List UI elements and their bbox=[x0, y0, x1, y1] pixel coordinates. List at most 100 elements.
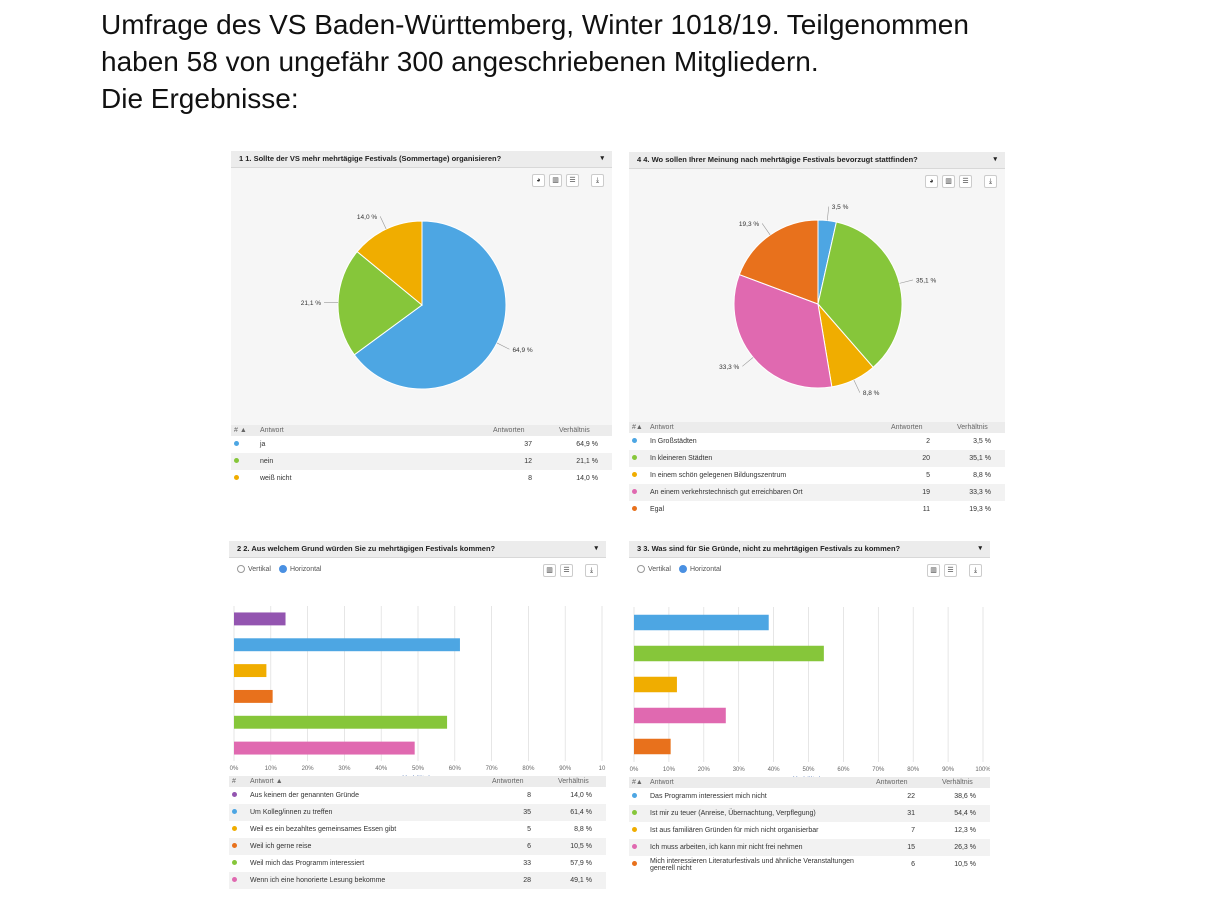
chart-toolbar: ◕ ▥ ☰ ⤓ bbox=[532, 174, 604, 187]
pie-slice[interactable] bbox=[353, 220, 507, 390]
bar[interactable] bbox=[234, 741, 415, 755]
col-ratio[interactable]: Verhältnis bbox=[556, 425, 612, 436]
color-dot-icon bbox=[632, 844, 637, 849]
pie-label-leader bbox=[742, 357, 754, 367]
chevron-down-icon[interactable]: ▾ bbox=[594, 545, 598, 552]
bar-chart-icon[interactable]: ▥ bbox=[543, 564, 556, 577]
pie-chart-icon[interactable]: ◕ bbox=[532, 174, 545, 187]
table-row[interactable]: In kleineren Städten 20 35,1 % bbox=[629, 450, 1005, 467]
col-answers[interactable]: Antworten bbox=[490, 425, 556, 436]
download-icon[interactable]: ⤓ bbox=[585, 564, 598, 577]
table-row[interactable]: weiß nicht 8 14,0 % bbox=[231, 470, 612, 487]
x-tick-label: 0% bbox=[230, 766, 239, 772]
bar[interactable] bbox=[234, 638, 460, 652]
chart-toolbar: ▥ ☰ ⤓ bbox=[543, 564, 598, 577]
bar[interactable] bbox=[234, 715, 448, 729]
color-dot-icon bbox=[234, 458, 239, 463]
bar[interactable] bbox=[234, 612, 286, 626]
table-row[interactable]: Das Programm interessiert mich nicht 22 38… bbox=[629, 788, 990, 805]
bar[interactable] bbox=[234, 689, 273, 703]
bar-chart-icon[interactable]: ▥ bbox=[942, 175, 955, 188]
download-icon[interactable]: ⤓ bbox=[591, 174, 604, 187]
table-row[interactable]: Ist mir zu teuer (Anreise, Übernachtung,… bbox=[629, 805, 990, 822]
table-row[interactable]: Ist aus familiären Gründen für mich nich… bbox=[629, 822, 990, 839]
table-icon[interactable]: ☰ bbox=[560, 564, 573, 577]
pie-chart-q4: 3,5 % 35,1 % 8,8 % 33,3 % 19,3 % bbox=[719, 204, 936, 397]
col-answer[interactable]: Antwort bbox=[647, 777, 873, 788]
legend-color-dot bbox=[629, 856, 647, 873]
color-dot-icon bbox=[232, 826, 237, 831]
col-answers[interactable]: Antworten bbox=[873, 777, 939, 788]
panel-q1-header[interactable]: 1 1. Sollte der VS mehr mehrtägige Festi… bbox=[231, 151, 612, 168]
col-answers[interactable]: Antworten bbox=[489, 776, 555, 787]
bar[interactable] bbox=[234, 664, 267, 678]
table-row[interactable]: Mich interessieren Literaturfestivals un… bbox=[629, 856, 990, 873]
col-ratio[interactable]: Verhältnis bbox=[939, 777, 990, 788]
table-icon[interactable]: ☰ bbox=[566, 174, 579, 187]
bar[interactable] bbox=[634, 707, 726, 724]
answer-count: 22 bbox=[907, 793, 915, 800]
download-icon[interactable]: ⤓ bbox=[984, 175, 997, 188]
panel-q4-header[interactable]: 4 4. Wo sollen Ihrer Meinung nach mehrtä… bbox=[629, 152, 1005, 169]
answer-ratio: 19,3 % bbox=[969, 506, 991, 513]
table-row[interactable]: ja 37 64,9 % bbox=[231, 436, 612, 453]
download-icon[interactable]: ⤓ bbox=[969, 564, 982, 577]
table-row[interactable]: Wenn ich eine honorierte Lesung bekomme 2… bbox=[229, 872, 606, 889]
col-answer[interactable]: Antwort bbox=[647, 422, 888, 433]
table-icon[interactable]: ☰ bbox=[944, 564, 957, 577]
pie-slice[interactable] bbox=[356, 220, 423, 307]
answer-ratio: 10,5 % bbox=[954, 861, 976, 868]
answer-count: 8 bbox=[528, 475, 532, 482]
table-row[interactable]: In einem schön gelegenen Bildungszentrum… bbox=[629, 467, 1005, 484]
pie-percent-label: 64,9 % bbox=[512, 347, 532, 354]
table-row[interactable]: In Großstädten 2 3,5 % bbox=[629, 433, 1005, 450]
answer-label: Weil es ein bezahltes gemeinsames Essen … bbox=[250, 826, 397, 833]
table-row[interactable]: Um Kolleg/innen zu treffen 35 61,4 % bbox=[229, 804, 606, 821]
answer-label: In einem schön gelegenen Bildungszentrum bbox=[650, 472, 787, 479]
answer-label: Wenn ich eine honorierte Lesung bekomme bbox=[247, 872, 489, 889]
panel-q2-header[interactable]: 2 2. Aus welchem Grund würden Sie zu meh… bbox=[229, 541, 606, 558]
table-row[interactable]: An einem verkehrstechnisch gut erreichba… bbox=[629, 484, 1005, 501]
table-row[interactable]: Weil es ein bezahltes gemeinsames Essen … bbox=[229, 821, 606, 838]
bar[interactable] bbox=[634, 676, 677, 693]
col-answer[interactable]: Antwort ▲ bbox=[247, 776, 489, 787]
table-row[interactable]: Aus keinem der genannten Gründe 8 14,0 % bbox=[229, 787, 606, 804]
x-tick-label: 70% bbox=[872, 767, 885, 773]
color-dot-icon bbox=[632, 472, 637, 477]
table-row[interactable]: Weil ich gerne reise 6 10,5 % bbox=[229, 838, 606, 855]
bar-chart-icon[interactable]: ▥ bbox=[549, 174, 562, 187]
panel-q3: 3 3. Was sind für Sie Gründe, nicht zu m… bbox=[629, 541, 990, 881]
answer-count: 37 bbox=[524, 441, 532, 448]
table-icon[interactable]: ☰ bbox=[959, 175, 972, 188]
panel-q3-header[interactable]: 3 3. Was sind für Sie Gründe, nicht zu m… bbox=[629, 541, 990, 558]
answer-ratio: 54,4 % bbox=[939, 805, 990, 822]
bar-chart-icon[interactable]: ▥ bbox=[927, 564, 940, 577]
answer-count: 19 bbox=[888, 484, 954, 501]
bar-chart-q3: 0% 10% 20% 30% 40% 50% 60% 70% 80% 90% 100% Verhält… bbox=[630, 607, 990, 777]
radio-vertical[interactable]: Vertikal bbox=[237, 565, 271, 573]
col-ratio[interactable]: Verhältnis bbox=[555, 776, 606, 787]
chevron-down-icon[interactable]: ▾ bbox=[600, 155, 604, 162]
pie-slice[interactable] bbox=[337, 250, 423, 356]
pie-slice[interactable] bbox=[817, 221, 903, 369]
answer-count: 12 bbox=[490, 453, 556, 470]
radio-horizontal[interactable]: Horizontal bbox=[278, 565, 321, 573]
radio-vertical[interactable]: Vertikal bbox=[637, 565, 671, 573]
bar[interactable] bbox=[634, 614, 769, 631]
bar[interactable] bbox=[634, 738, 671, 755]
bar[interactable] bbox=[634, 645, 824, 662]
col-answers[interactable]: Antworten bbox=[888, 422, 954, 433]
col-answer[interactable]: Antwort bbox=[257, 425, 490, 436]
table-row[interactable]: nein 12 21,1 % bbox=[231, 453, 612, 470]
table-row[interactable]: Egal 11 19,3 % bbox=[629, 501, 1005, 518]
chevron-down-icon[interactable]: ▾ bbox=[978, 545, 982, 552]
intro-text: Umfrage des VS Baden-Württemberg, Winter… bbox=[101, 6, 969, 117]
col-index: #▲ bbox=[629, 422, 647, 433]
table-row[interactable]: Ich muss arbeiten, ich kann mir nicht fr… bbox=[629, 839, 990, 856]
table-row[interactable]: Weil mich das Programm interessiert 33 57,… bbox=[229, 855, 606, 872]
pie-slice[interactable] bbox=[733, 273, 833, 389]
chevron-down-icon[interactable]: ▾ bbox=[993, 156, 997, 163]
radio-horizontal[interactable]: Horizontal bbox=[678, 565, 721, 573]
col-ratio[interactable]: Verhältnis bbox=[954, 422, 1005, 433]
pie-chart-icon[interactable]: ◕ bbox=[925, 175, 938, 188]
